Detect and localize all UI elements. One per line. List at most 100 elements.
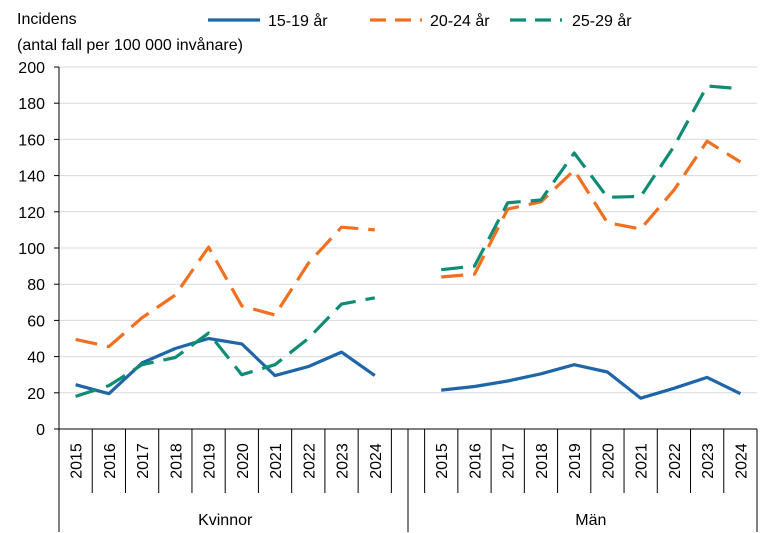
series-line-1 [75, 336, 376, 396]
y-tick-label: 0 [36, 422, 45, 439]
data-point [373, 228, 376, 231]
data-point [506, 201, 509, 204]
data-point [74, 395, 77, 398]
data-point [373, 296, 376, 299]
x-tick-label: 2017 [135, 443, 152, 479]
y-tick-label: 20 [27, 386, 45, 403]
x-tick-label: 2023 [335, 443, 352, 479]
legend-label: 15-19 år [268, 12, 328, 30]
data-point [706, 140, 709, 143]
series-line-2 [75, 225, 375, 349]
data-point [240, 342, 243, 345]
data-point [307, 262, 310, 265]
x-tick-label: 2018 [168, 443, 185, 479]
data-point [573, 169, 576, 172]
data-point [307, 365, 310, 368]
data-point [174, 347, 177, 350]
data-point [274, 374, 277, 377]
y-tick-label: 80 [27, 277, 45, 294]
data-point [573, 363, 576, 366]
x-tick-label: 2019 [202, 443, 219, 479]
y-tick-label: 40 [27, 350, 45, 367]
data-point [340, 226, 343, 229]
y-axis-subtitle: (antal fall per 100 000 invånare) [17, 36, 243, 54]
legend: 15-19 år 20-24 år 25-29 år [208, 12, 632, 30]
x-tick-label: 2019 [567, 443, 584, 479]
x-tick-label: 2015 [69, 443, 86, 479]
data-point [606, 370, 609, 373]
data-point [473, 273, 476, 276]
data-point [606, 221, 609, 224]
x-tick-label: 2022 [667, 443, 684, 479]
data-point [174, 294, 177, 297]
series-line-3 [441, 84, 741, 272]
y-tick-label: 200 [18, 60, 45, 77]
data-point [107, 345, 110, 348]
data-point [207, 246, 210, 249]
data-point [340, 303, 343, 306]
data-point [274, 313, 277, 316]
x-tick-label: 2016 [467, 443, 484, 479]
y-tick-label: 160 [18, 132, 45, 149]
x-tick-label: 2020 [600, 443, 617, 479]
data-point [307, 337, 310, 340]
legend-label: 20-24 år [430, 12, 490, 30]
data-point [440, 275, 443, 278]
data-point [473, 385, 476, 388]
data-point [672, 387, 675, 390]
y-tick-label: 120 [18, 205, 45, 222]
data-point [240, 304, 243, 307]
data-point [74, 338, 77, 341]
data-point [107, 392, 110, 395]
data-point [573, 151, 576, 154]
data-point [141, 316, 144, 319]
x-tick-label: 2021 [268, 443, 285, 479]
x-tick-label: 2020 [235, 443, 252, 479]
data-point [107, 384, 110, 387]
data-point [141, 363, 144, 366]
group-label: Kvinnor [198, 512, 253, 529]
data-point [506, 380, 509, 383]
y-axis-title: Incidens [17, 11, 77, 28]
data-point [240, 373, 243, 376]
data-point [174, 356, 177, 359]
data-point [539, 372, 542, 375]
data-point [74, 383, 77, 386]
data-point [739, 392, 742, 395]
data-point [639, 397, 642, 400]
x-tick-label: 2015 [434, 443, 451, 479]
data-point [373, 374, 376, 377]
x-tick-label: 2017 [501, 443, 518, 479]
series-lines [74, 84, 742, 400]
data-point [706, 376, 709, 379]
series-line-1 [441, 363, 742, 400]
data-point [207, 337, 210, 340]
data-point [539, 199, 542, 202]
data-point [340, 351, 343, 354]
data-point [672, 145, 675, 148]
gridlines [59, 66, 757, 394]
y-tick-label: 100 [18, 241, 45, 258]
y-tick-label: 140 [18, 169, 45, 186]
x-tick-label: 2024 [733, 443, 750, 479]
y-tick-label: 60 [27, 313, 45, 330]
data-point [739, 161, 742, 164]
axis-text: 0 20 40 60 80 100 120 140 160 180 200 2015 2016 2017 2… [17, 11, 750, 529]
x-tick-label: 2016 [102, 443, 119, 479]
axes [54, 66, 758, 532]
data-point [473, 265, 476, 268]
series-line-2 [441, 139, 742, 279]
x-tick-label: 2023 [700, 443, 717, 479]
data-point [639, 227, 642, 230]
y-tick-label: 180 [18, 96, 45, 113]
data-point [440, 389, 443, 392]
data-point [274, 363, 277, 366]
data-point [207, 332, 210, 335]
legend-label: 25-29 år [572, 12, 632, 30]
x-tick-label: 2021 [634, 443, 651, 479]
data-point [706, 85, 709, 88]
x-tick-label: 2024 [368, 443, 385, 479]
data-point [606, 196, 609, 199]
